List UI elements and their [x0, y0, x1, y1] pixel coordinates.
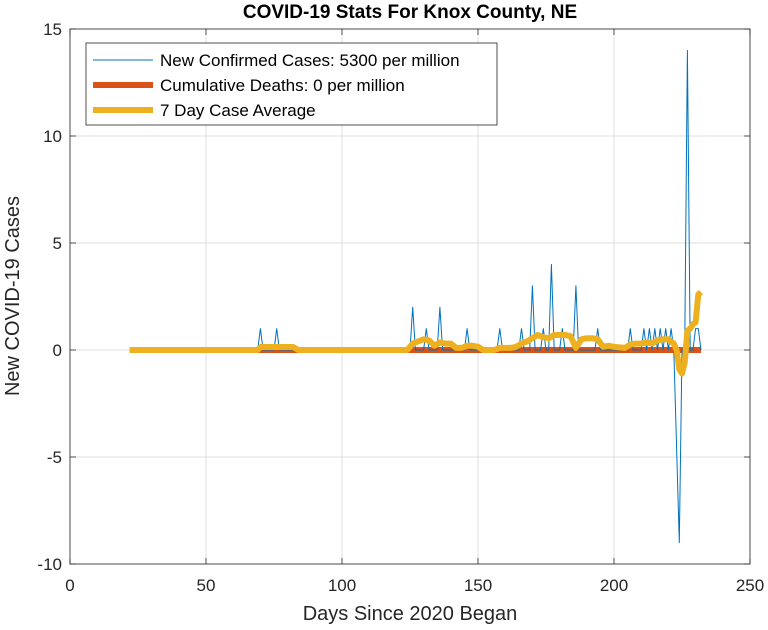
axis-ticks: 0 50 100 150 200 250 -10 -5 0 5 10 15 — [37, 20, 764, 595]
legend-label-7-day-average: 7 Day Case Average — [160, 101, 316, 120]
legend-box — [85, 42, 498, 126]
x-tick-label: 100 — [328, 576, 356, 595]
x-tick-label: 50 — [197, 576, 216, 595]
y-tick-label: -10 — [37, 555, 62, 574]
legend-label-cumulative-deaths: Cumulative Deaths: 0 per million — [160, 76, 405, 95]
y-tick-label: 10 — [43, 127, 62, 146]
y-tick-label: 15 — [43, 20, 62, 39]
plot-border — [69, 28, 751, 565]
x-axis-label: Days Since 2020 Began — [303, 603, 518, 625]
y-tick-label: -5 — [47, 448, 62, 467]
y-tick-label: 5 — [53, 234, 62, 253]
legend: New Confirmed Cases: 5300 per million Cu… — [85, 42, 498, 126]
series-7-day-average — [129, 289, 703, 377]
data-series — [129, 49, 703, 544]
y-axis-label: New COVID-19 Cases — [2, 196, 24, 396]
x-tick-label: 250 — [736, 576, 764, 595]
x-tick-label: 150 — [464, 576, 492, 595]
legend-label-new-cases: New Confirmed Cases: 5300 per million — [160, 51, 460, 70]
chart-title: COVID-19 Stats For Knox County, NE — [243, 2, 577, 23]
y-tick-label: 0 — [53, 341, 62, 360]
x-tick-label: 0 — [65, 576, 74, 595]
x-tick-label: 200 — [600, 576, 628, 595]
series-new-confirmed-cases — [129, 49, 702, 544]
